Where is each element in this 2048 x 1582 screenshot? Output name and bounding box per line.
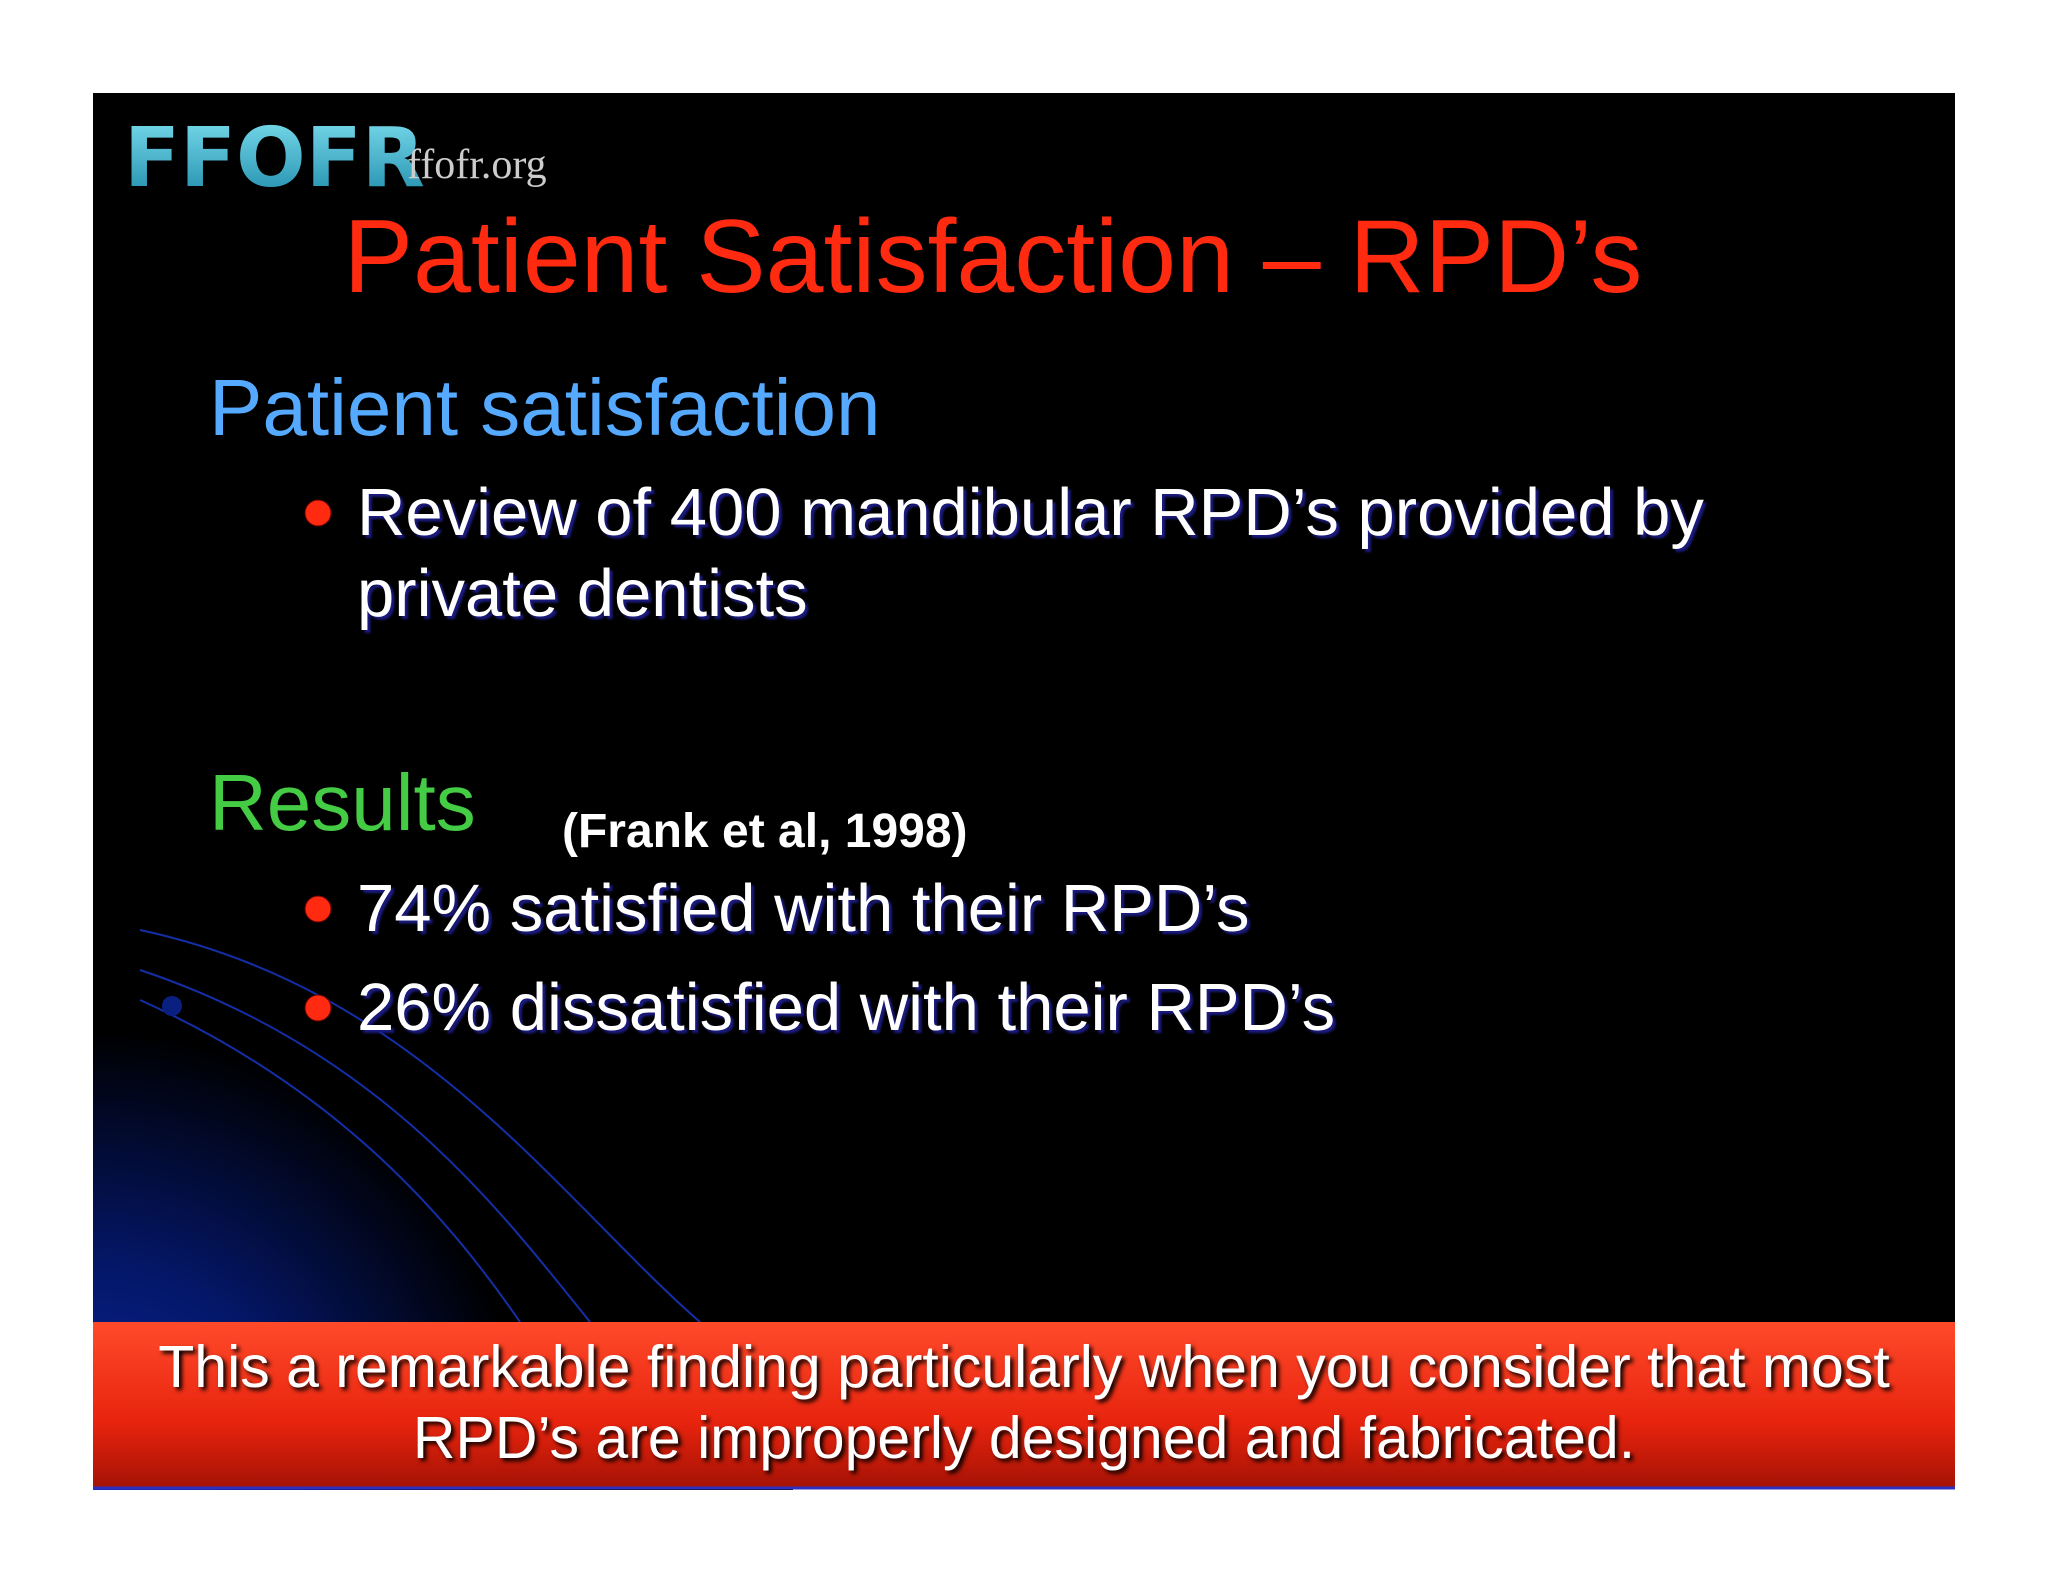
section-heading: Patient satisfaction [209, 363, 880, 452]
citation: (Frank et al, 1998) [562, 805, 968, 858]
bullet-list: Review of 400 mandibular RPD’s provided … [304, 475, 1704, 631]
logo: FFOFR [124, 111, 425, 206]
bullet-text: private dentists [357, 556, 808, 631]
swirl-lines [139, 929, 701, 1323]
slide-title: Patient Satisfaction – RPD’s [344, 199, 1643, 315]
footer-banner [93, 1322, 1955, 1488]
footer-text: This a remarkable finding particularly w… [158, 1334, 1889, 1471]
footer-line: RPD’s are improperly designed and fabric… [413, 1405, 1635, 1471]
bullet-dot [304, 994, 332, 1022]
bullet-dot [304, 499, 332, 527]
bullet-dot [304, 895, 332, 923]
bullet-list: 74% satisfied with their RPD’s 26% dissat… [304, 871, 1335, 1045]
bullet-text: 74% satisfied with their RPD’s [357, 871, 1249, 946]
bullet-text: Review of 400 mandibular RPD’s provided … [357, 475, 1704, 550]
bullet-text: 26% dissatisfied with their RPD’s [357, 970, 1335, 1045]
footer-line: This a remarkable finding particularly w… [158, 1334, 1889, 1400]
site-url: ffofr.org [407, 142, 547, 188]
section-heading: Results [209, 758, 476, 847]
swirl-dot [162, 996, 182, 1016]
